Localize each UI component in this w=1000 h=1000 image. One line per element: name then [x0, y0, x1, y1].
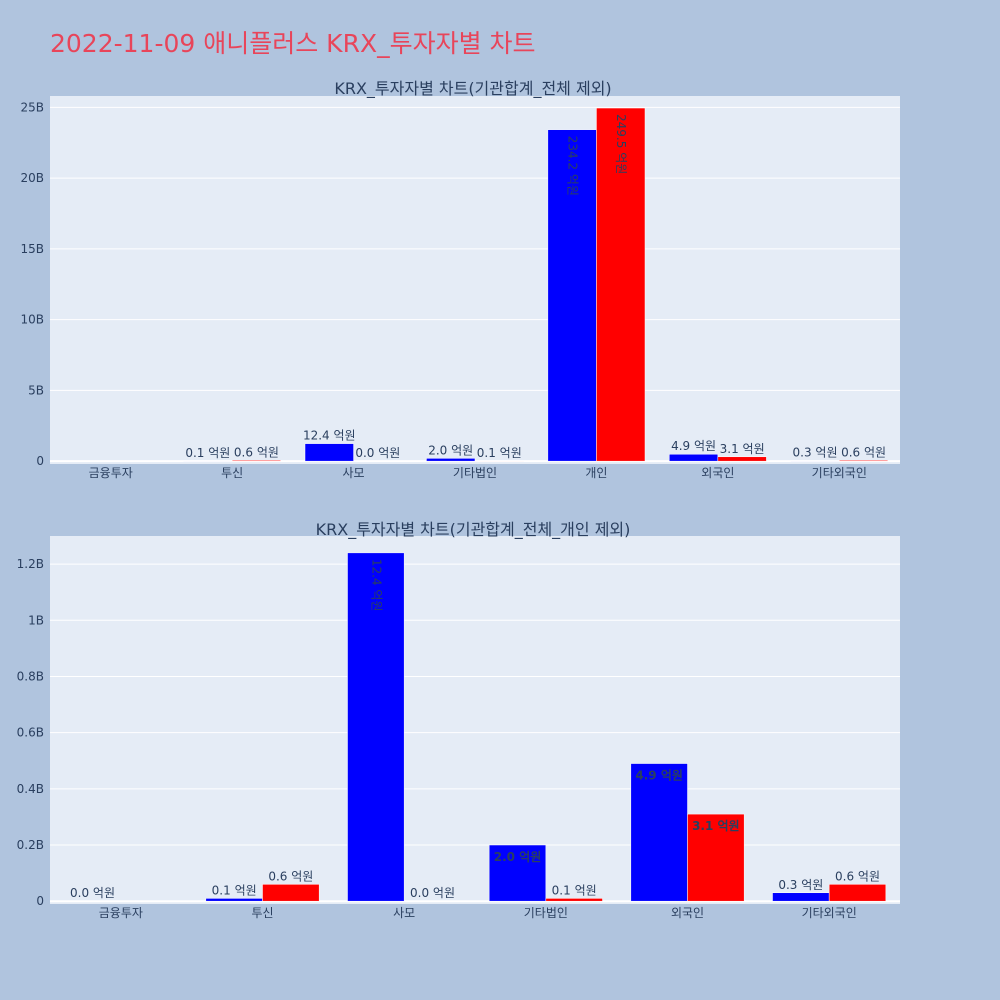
x-tick-label: 기타외국인 [812, 466, 867, 480]
data-label: 0.1 억원 [552, 883, 597, 897]
bar [545, 898, 603, 902]
bar [669, 453, 719, 462]
data-label: 4.9 억원 [671, 439, 716, 453]
data-label: 2.0 억원 [494, 850, 542, 864]
data-label: 0.0 억원 [70, 886, 115, 900]
data-label: 3.1 억원 [692, 819, 740, 833]
plot-area [50, 536, 900, 904]
data-label: 249.5 억원 [614, 114, 628, 174]
bar [231, 460, 281, 462]
data-label: 2.0 억원 [428, 443, 473, 457]
data-label: 12.4 억원 [303, 429, 356, 443]
y-tick-label: 1B [28, 613, 44, 627]
y-tick-label: 10B [20, 313, 44, 327]
bar [687, 813, 745, 902]
data-label: 3.1 억원 [720, 442, 765, 456]
page-title: 2022-11-09 애니플러스 KRX_투자자별 차트 [50, 29, 536, 58]
x-tick-label: 금융투자 [89, 466, 133, 480]
bar [717, 456, 767, 462]
x-tick-label: 투신 [251, 906, 273, 920]
data-label: 0.6 억원 [268, 869, 313, 883]
data-label: 0.3 억원 [793, 446, 838, 460]
x-tick-label: 금융투자 [99, 906, 143, 920]
x-tick-label: 개인 [585, 466, 607, 480]
bar [488, 844, 547, 902]
data-label: 0.3 억원 [778, 878, 823, 892]
y-tick-label: 0.4B [17, 782, 44, 796]
bar [596, 107, 646, 462]
bar [839, 460, 889, 462]
bar [828, 884, 887, 902]
data-label: 0.6 억원 [835, 869, 880, 883]
x-tick-label: 외국인 [671, 906, 704, 920]
bar [426, 458, 476, 462]
x-tick-label: 기타외국인 [802, 906, 857, 920]
bar [304, 443, 354, 462]
y-tick-label: 25B [20, 100, 44, 114]
plot-area [50, 96, 900, 464]
x-tick-label: 기타법인 [453, 466, 497, 480]
x-tick-label: 투신 [221, 466, 243, 480]
bar [772, 892, 830, 902]
y-tick-label: 0.2B [17, 838, 44, 852]
data-label: 234.2 억원 [566, 136, 580, 196]
chart-title: KRX_투자자별 차트(기관합계_전체_개인 제외) [316, 520, 631, 540]
x-tick-label: 외국인 [701, 466, 734, 480]
y-tick-label: 5B [28, 383, 44, 397]
x-tick-label: 사모 [393, 906, 415, 920]
data-label: 12.4 억원 [369, 559, 383, 612]
data-label: 0.0 억원 [355, 446, 400, 460]
data-label: 0.6 억원 [841, 445, 886, 459]
bar [262, 884, 320, 902]
y-tick-label: 0.8B [17, 669, 44, 683]
y-tick-label: 20B [20, 171, 44, 185]
bar [205, 898, 263, 902]
chart-panel-2: 0 0.2B 0.4B 0.6B 0.8B 1B 1.2B KRX_투자자별 차트(기관합계_… [17, 520, 900, 920]
y-tick-label: 0.6B [17, 726, 44, 740]
x-tick-label: 사모 [343, 466, 365, 480]
y-tick-label: 15B [20, 242, 44, 256]
data-label: 0.1 억원 [185, 446, 230, 460]
bar [630, 763, 688, 902]
y-tick-label: 0 [36, 894, 44, 908]
chart-panel-1: 0 5B 10B 15B 20B 25B KRX_투자자별 차트(기관합계_전체 제외) 금융… [20, 79, 900, 480]
data-label: 0.0 억원 [410, 886, 455, 900]
data-label: 4.9 억원 [635, 769, 683, 783]
y-tick-label: 0 [36, 454, 44, 468]
bar [347, 552, 405, 902]
x-tick-label: 기타법인 [524, 906, 568, 920]
data-label: 0.1 억원 [477, 446, 522, 460]
data-label: 0.1 억원 [212, 883, 257, 897]
chart-title: KRX_투자자별 차트(기관합계_전체 제외) [334, 79, 611, 99]
y-tick-label: 1.2B [17, 557, 44, 571]
data-label: 0.6 억원 [234, 445, 279, 459]
